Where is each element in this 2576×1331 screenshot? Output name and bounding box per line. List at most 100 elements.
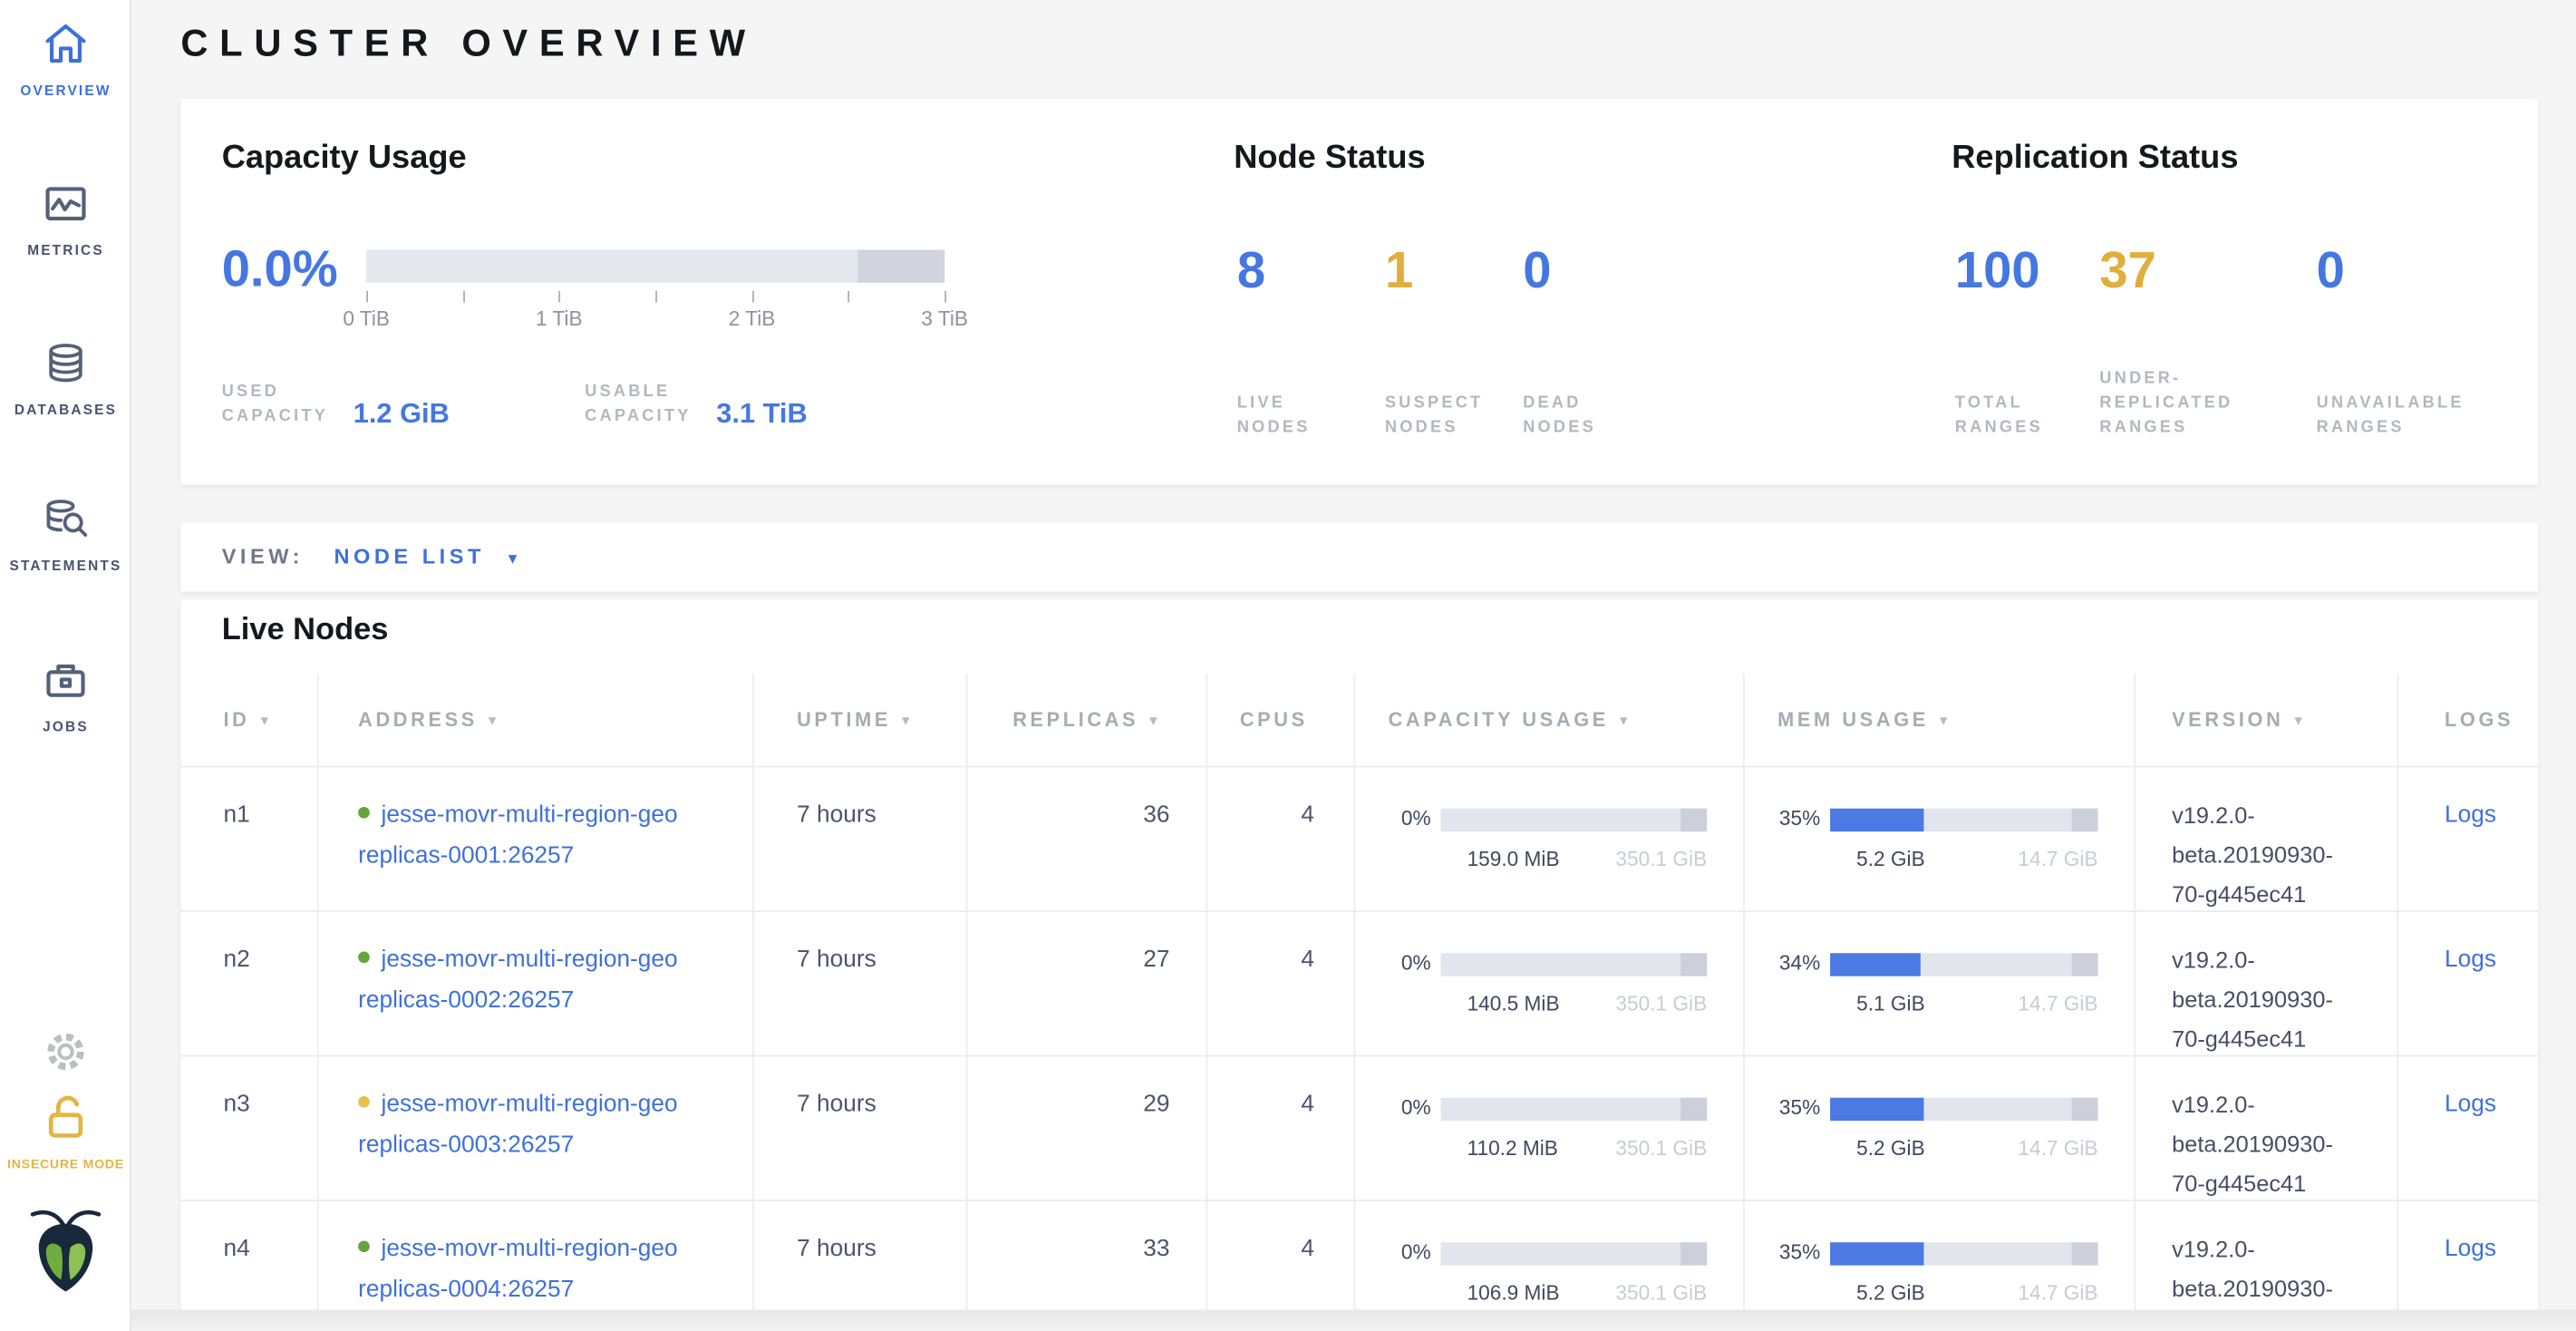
suspect-nodes-label: SUSPECT NODES xyxy=(1384,394,1484,438)
replication-status-title: Replication Status xyxy=(1951,140,2239,176)
axis-tick-label: 1 TiB xyxy=(535,306,583,331)
unavailable-ranges-stat: 0 UNAVAILABLE RANGES xyxy=(2316,242,2514,441)
node-id: n1 xyxy=(180,767,319,914)
meter-reserved-segment xyxy=(1680,1241,1708,1265)
node-logs-cell: Logs xyxy=(2398,912,2538,1058)
capacity-meter-bar xyxy=(1440,1096,1708,1121)
node-replicas: 36 xyxy=(968,767,1208,914)
sort-arrow-icon: ▼ xyxy=(899,712,916,728)
live-nodes-count: 8 xyxy=(1236,241,1266,299)
sort-arrow-icon: ▼ xyxy=(1936,712,1953,728)
dead-nodes-stat: 0 DEAD NODES xyxy=(1523,242,1671,441)
mem-total: 14.7 GiB xyxy=(2018,848,2098,871)
table-row: n4 jesse-movr-multi-region-geo replicas-… xyxy=(180,1200,2539,1315)
used-capacity-label: USED CAPACITY xyxy=(221,383,329,426)
view-dropdown[interactable]: NODE LIST xyxy=(334,543,485,569)
meter-reserved-segment xyxy=(2071,1241,2098,1265)
sort-arrow-icon: ▼ xyxy=(1147,712,1164,728)
sidebar-item-statements[interactable]: STATEMENTS xyxy=(0,496,131,574)
node-id: n4 xyxy=(180,1200,319,1315)
mem-meter-bar xyxy=(1830,1096,2098,1121)
live-nodes-title: Live Nodes xyxy=(221,613,389,648)
mem-total: 14.7 GiB xyxy=(2018,992,2098,1016)
axis-tick xyxy=(944,290,946,303)
node-status-dot xyxy=(358,1240,370,1253)
node-status-title: Node Status xyxy=(1234,140,1426,176)
node-version: v19.2.0- beta.20190930- xyxy=(2135,1200,2399,1315)
column-header-replicas[interactable]: REPLICAS ▼ xyxy=(968,674,1208,766)
column-header-version[interactable]: VERSION ▼ xyxy=(2135,674,2399,766)
replication-status-stats: 100 TOTAL RANGES 37 UNDER-REPLICATED RAN… xyxy=(1955,242,2514,441)
sidebar-item-jobs[interactable]: JOBS xyxy=(0,657,131,734)
node-id: n2 xyxy=(180,911,319,1059)
node-address-link[interactable]: jesse-movr-multi-region-geo xyxy=(381,947,678,973)
axis-tick xyxy=(847,290,850,303)
unlock-icon xyxy=(0,1092,131,1149)
axis-tick xyxy=(366,290,368,303)
sidebar-item-overview[interactable]: OVERVIEW xyxy=(0,22,131,99)
node-address-cell: jesse-movr-multi-region-geo replicas-000… xyxy=(319,1200,754,1315)
table-row: n2 jesse-movr-multi-region-geo replicas-… xyxy=(180,910,2539,1059)
node-uptime: 7 hours xyxy=(754,1200,968,1315)
node-version: v19.2.0- beta.20190930- 70-g445ec41 xyxy=(2135,767,2399,914)
column-header-cpus[interactable]: CPUS xyxy=(1207,674,1356,766)
meter-reserved-segment xyxy=(1680,952,1708,976)
sidebar-item-label: JOBS xyxy=(43,718,89,735)
mem-total: 14.7 GiB xyxy=(2018,1281,2098,1306)
jobs-icon xyxy=(0,657,131,712)
table-header: ID ▼ ADDRESS ▼ UPTIME ▼ REPLICAS ▼ CPUS CAPA… xyxy=(180,674,2538,766)
chevron-down-icon[interactable]: ▼ xyxy=(505,550,520,568)
column-header-capacity-usage[interactable]: CAPACITY USAGE ▼ xyxy=(1355,674,1745,766)
suspect-nodes-count: 1 xyxy=(1384,241,1414,299)
node-mem-usage-cell: 35% 5.2 GiB 14.7 GiB xyxy=(1745,1056,2136,1203)
node-address-link[interactable]: replicas-0001:26257 xyxy=(358,842,575,870)
node-replicas: 33 xyxy=(968,1200,1208,1315)
node-status-dot xyxy=(358,951,370,964)
node-replicas: 29 xyxy=(968,1056,1208,1203)
suspect-nodes-stat: 1 SUSPECT NODES xyxy=(1384,241,1523,441)
meter-reserved-segment xyxy=(2071,1096,2098,1121)
mem-percent: 34% xyxy=(1778,951,1821,975)
logs-link[interactable]: Logs xyxy=(2445,1091,2497,1118)
insecure-mode-indicator[interactable]: INSECURE MODE xyxy=(0,1092,131,1171)
node-address-link[interactable]: jesse-movr-multi-region-geo xyxy=(381,1236,678,1262)
axis-tick-label: 3 TiB xyxy=(921,306,969,331)
column-header-uptime[interactable]: UPTIME ▼ xyxy=(754,674,968,766)
meter-reserved-segment xyxy=(2071,952,2098,976)
node-mem-usage-cell: 34% 5.1 GiB 14.7 GiB xyxy=(1745,911,2136,1059)
sidebar-item-metrics[interactable]: METRICS xyxy=(0,180,131,258)
sidebar-item-databases[interactable]: DATABASES xyxy=(0,340,131,417)
node-address-cell: jesse-movr-multi-region-geo replicas-000… xyxy=(319,1056,754,1203)
node-capacity-usage-cell: 0% 110.2 MiB 350.1 GiB xyxy=(1355,1056,1745,1203)
usable-capacity-stat: USABLE CAPACITY 3.1 TiB xyxy=(585,380,807,429)
gear-icon xyxy=(0,1029,131,1083)
capacity-percent: 0% xyxy=(1400,951,1431,975)
mem-percent: 35% xyxy=(1778,806,1821,831)
column-header-address[interactable]: ADDRESS ▼ xyxy=(319,674,754,766)
logs-link[interactable]: Logs xyxy=(2445,802,2497,829)
statements-icon xyxy=(0,496,131,550)
node-address-link[interactable]: jesse-movr-multi-region-geo xyxy=(381,802,678,829)
node-cpus: 4 xyxy=(1207,1200,1356,1315)
node-address-link[interactable]: replicas-0002:26257 xyxy=(358,987,575,1015)
view-label: VIEW: xyxy=(221,543,305,569)
mem-used: 5.1 GiB xyxy=(1856,992,1925,1016)
under-replicated-ranges-stat: 37 UNDER-REPLICATED RANGES xyxy=(2099,242,2316,441)
cockroachdb-logo[interactable] xyxy=(0,1206,131,1303)
column-header-logs[interactable]: LOGS xyxy=(2445,708,2514,732)
sidebar-item-label: DATABASES xyxy=(14,401,118,418)
node-address-link[interactable]: replicas-0004:26257 xyxy=(358,1277,575,1304)
node-address-link[interactable]: replicas-0003:26257 xyxy=(358,1132,575,1159)
logs-link[interactable]: Logs xyxy=(2445,1236,2497,1262)
node-address-link[interactable]: jesse-movr-multi-region-geo xyxy=(381,1091,678,1118)
mem-percent: 35% xyxy=(1778,1240,1821,1264)
live-nodes-card: Live Nodes ID ▼ ADDRESS ▼ UPTIME ▼ REPLICAS… xyxy=(180,599,2539,1315)
unavailable-ranges-label: UNAVAILABLE RANGES xyxy=(2316,394,2465,438)
column-header-id[interactable]: ID ▼ xyxy=(180,674,319,766)
meter-fill xyxy=(1830,807,1924,831)
node-logs-cell: Logs xyxy=(2398,1056,2538,1202)
capacity-used: 159.0 MiB xyxy=(1467,848,1560,871)
settings-gear[interactable] xyxy=(0,1029,131,1083)
column-header-mem-usage[interactable]: MEM USAGE ▼ xyxy=(1745,674,2136,766)
logs-link[interactable]: Logs xyxy=(2445,947,2497,973)
